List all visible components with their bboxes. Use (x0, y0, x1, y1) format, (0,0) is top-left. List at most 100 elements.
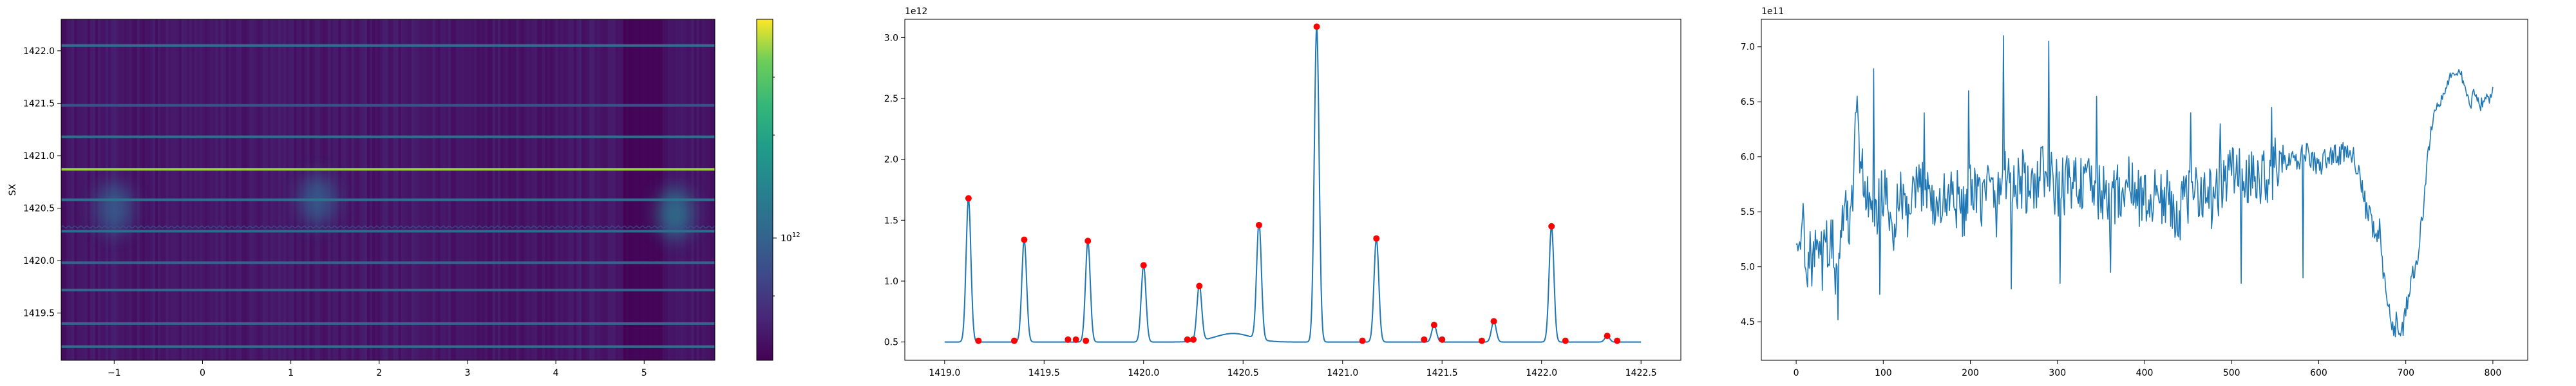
heatmap-stripe (380, 19, 383, 360)
heatmap-ytick-label: 1421.5 (23, 98, 55, 109)
heatmap-stripe (341, 19, 345, 360)
heatmap-stripe (348, 19, 352, 360)
heatmap-stripe (526, 19, 530, 360)
heatmap-stripe (294, 19, 297, 360)
peak-marker (1359, 337, 1366, 344)
peak-marker (1083, 337, 1090, 344)
heatmap-horizontal-line (61, 198, 715, 201)
heatmap-stripe (592, 19, 595, 360)
heatmap-stripe (408, 19, 412, 360)
heatmap-stripe (529, 19, 533, 360)
timeseries-ytick-label: 6.5 (1741, 97, 1755, 107)
heatmap-stripe (612, 19, 616, 360)
heatmap-stripe (142, 19, 146, 360)
heatmap-stripe (346, 19, 350, 360)
heatmap-stripe (706, 19, 710, 360)
heatmap-ytick-label: 1422.0 (23, 46, 55, 57)
heatmap-stripe (553, 19, 556, 360)
peaks-xtick-label: 1422.0 (1526, 368, 1557, 378)
timeseries-xtick-label: 800 (2485, 368, 2502, 378)
heatmap-stripe (704, 19, 708, 360)
heatmap-stripe (518, 19, 522, 360)
peak-marker (1190, 336, 1197, 343)
heatmap-stripe (652, 19, 656, 360)
heatmap-stripe (445, 19, 449, 360)
peak-marker (1021, 236, 1028, 243)
heatmap-stripe (659, 19, 663, 360)
heatmap-stripe (197, 19, 200, 360)
heatmap-stripe (662, 19, 666, 360)
heatmap-stripe (265, 19, 269, 360)
heatmap-stripe (696, 19, 700, 360)
heatmap-ytick-label: 1421.0 (23, 151, 55, 161)
heatmap-stripe (299, 19, 303, 360)
peaks-series-line (944, 26, 1642, 343)
heatmap-stripe (516, 19, 520, 360)
heatmap-stripe (607, 19, 611, 360)
heatmap-stripe (153, 19, 156, 360)
timeseries-series-line (1795, 35, 2494, 338)
timeseries-ytick-label: 5.5 (1741, 207, 1755, 217)
heatmap-stripe (492, 19, 496, 360)
peaks-axes: 1419.0 1419.5 1420.0 1420.5 1421.0 1421.5 1422… (884, 33, 1657, 378)
heatmap-stripe (354, 19, 357, 360)
peak-marker (1562, 337, 1569, 344)
peaks-xtick-label: 1421.5 (1426, 368, 1458, 378)
heatmap-stripe (498, 19, 501, 360)
heatmap-stripe (542, 19, 545, 360)
heatmap-stripe (403, 19, 407, 360)
heatmap-stripe (625, 19, 629, 360)
heatmap-stripe (600, 19, 603, 360)
heatmap-stripe (440, 19, 444, 360)
heatmap-stripe (573, 19, 577, 360)
heatmap-stripe (665, 19, 668, 360)
peak-marker (1065, 336, 1072, 343)
timeseries-xtick-label: 700 (2397, 368, 2414, 378)
peak-marker (1313, 23, 1320, 30)
heatmap-stripe (95, 19, 99, 360)
heatmap-stripe (272, 19, 276, 360)
peak-marker (965, 195, 972, 202)
heatmap-stripe (231, 19, 234, 360)
heatmap-stripe (531, 19, 535, 360)
heatmap-stripe (144, 19, 148, 360)
heatmap-stripe (649, 19, 653, 360)
heatmap-stripe (450, 19, 454, 360)
heatmap-stripe (477, 19, 480, 360)
heatmap-stripe (82, 19, 86, 360)
heatmap-ytick-label: 1420.5 (23, 204, 55, 214)
colorbar: 1012 (756, 19, 800, 361)
heatmap-panel: −1 0 1 2 3 4 5 1419.5 1420.0 1420.5 1421.0 1421.5 14… (8, 19, 715, 378)
heatmap-stripe (202, 19, 205, 360)
heatmap-stripe (524, 19, 527, 360)
heatmap-stripe (435, 19, 439, 360)
heatmap-stripe (442, 19, 446, 360)
heatmap-stripe (563, 19, 567, 360)
heatmap-stripe (437, 19, 441, 360)
heatmap-stripe (247, 19, 250, 360)
heatmap-stripe (623, 19, 627, 360)
heatmap-stripe (615, 19, 619, 360)
heatmap-stripe (66, 19, 70, 360)
heatmap-stripe (681, 19, 684, 360)
heatmap-image (61, 19, 715, 360)
heatmap-stripe (620, 19, 624, 360)
heatmap-stripe (581, 19, 585, 360)
heatmap-stripe (158, 19, 161, 360)
heatmap-stripe (393, 19, 397, 360)
peak-marker (1421, 336, 1428, 343)
heatmap-stripe (281, 19, 284, 360)
heatmap-stripe (69, 19, 72, 360)
heatmap-stripe (383, 19, 386, 360)
heatmap-stripe (641, 19, 645, 360)
heatmap-horizontal-line (61, 44, 715, 47)
heatmap-stripe (92, 19, 96, 360)
heatmap-stripe (686, 19, 689, 360)
heatmap-stripe (372, 19, 375, 360)
heatmap-stripe (97, 19, 101, 360)
heatmap-xtick-label: 0 (200, 368, 205, 378)
heatmap-stripe (126, 19, 130, 360)
peak-marker (1010, 337, 1018, 344)
heatmap-stripe (242, 19, 245, 360)
heatmap-stripe (657, 19, 661, 360)
